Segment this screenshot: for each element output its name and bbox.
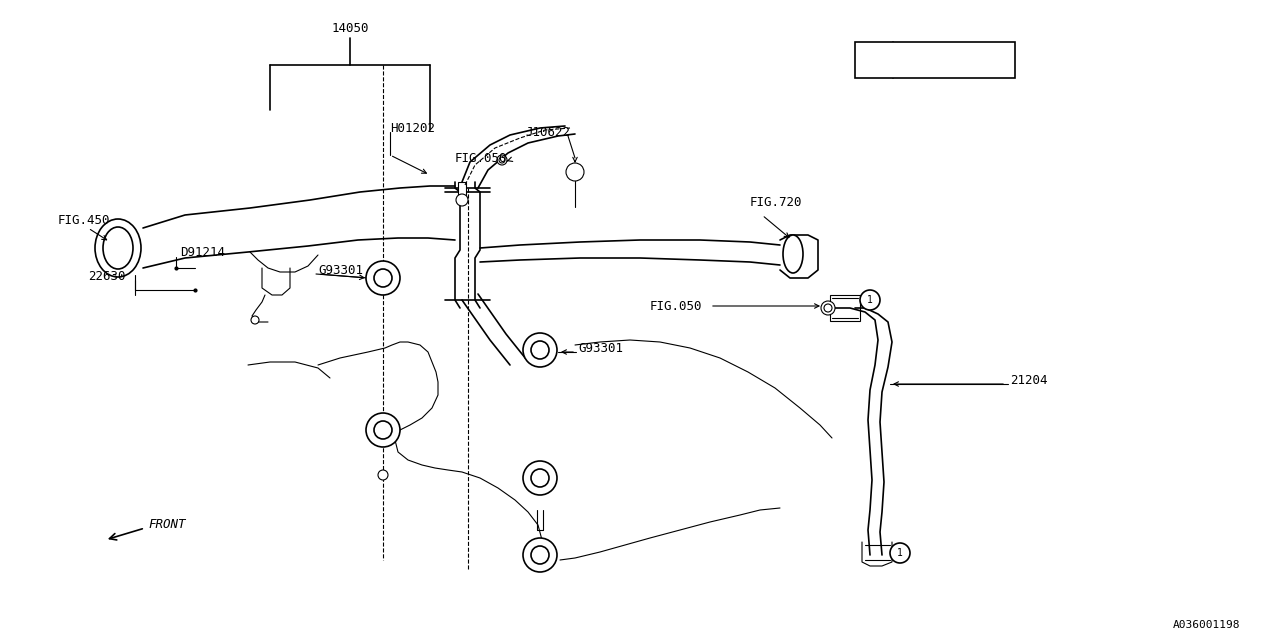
Bar [829, 295, 860, 321]
Text: FRONT: FRONT [148, 518, 186, 531]
Circle shape [531, 341, 549, 359]
Text: 21204: 21204 [1010, 374, 1047, 387]
Circle shape [890, 543, 910, 563]
Circle shape [378, 470, 388, 480]
Circle shape [566, 163, 584, 181]
Text: 1: 1 [897, 548, 902, 558]
Circle shape [374, 269, 392, 287]
Bar [570, 168, 581, 176]
Text: J10622: J10622 [525, 125, 570, 138]
Ellipse shape [783, 235, 803, 273]
Circle shape [366, 261, 399, 295]
Text: FIG.050: FIG.050 [650, 300, 703, 312]
Circle shape [524, 333, 557, 367]
Text: 22630: 22630 [88, 269, 125, 282]
Circle shape [456, 194, 468, 206]
Text: H01202: H01202 [390, 122, 435, 134]
Text: 1: 1 [867, 295, 873, 305]
Circle shape [497, 155, 507, 165]
Text: FIG.450: FIG.450 [58, 214, 110, 227]
Text: FIG.050: FIG.050 [454, 152, 507, 164]
Circle shape [531, 546, 549, 564]
Text: G93301: G93301 [317, 264, 364, 276]
Circle shape [374, 421, 392, 439]
Text: 1: 1 [870, 54, 878, 67]
Circle shape [251, 316, 259, 324]
Text: D91214: D91214 [180, 246, 225, 259]
Circle shape [860, 290, 881, 310]
Ellipse shape [102, 227, 133, 269]
Circle shape [861, 48, 886, 72]
Text: A036001198: A036001198 [1172, 620, 1240, 630]
Bar [855, 42, 1015, 78]
Circle shape [524, 538, 557, 572]
Circle shape [820, 301, 835, 315]
Circle shape [499, 157, 506, 163]
Circle shape [524, 461, 557, 495]
Text: FIG.720: FIG.720 [750, 195, 803, 209]
Circle shape [366, 413, 399, 447]
Bar [458, 182, 466, 196]
Circle shape [531, 469, 549, 487]
Text: G93301: G93301 [579, 342, 623, 355]
Circle shape [824, 304, 832, 312]
Text: 14050: 14050 [332, 22, 369, 35]
Text: 0923S*A: 0923S*A [929, 54, 982, 67]
Ellipse shape [95, 219, 141, 277]
